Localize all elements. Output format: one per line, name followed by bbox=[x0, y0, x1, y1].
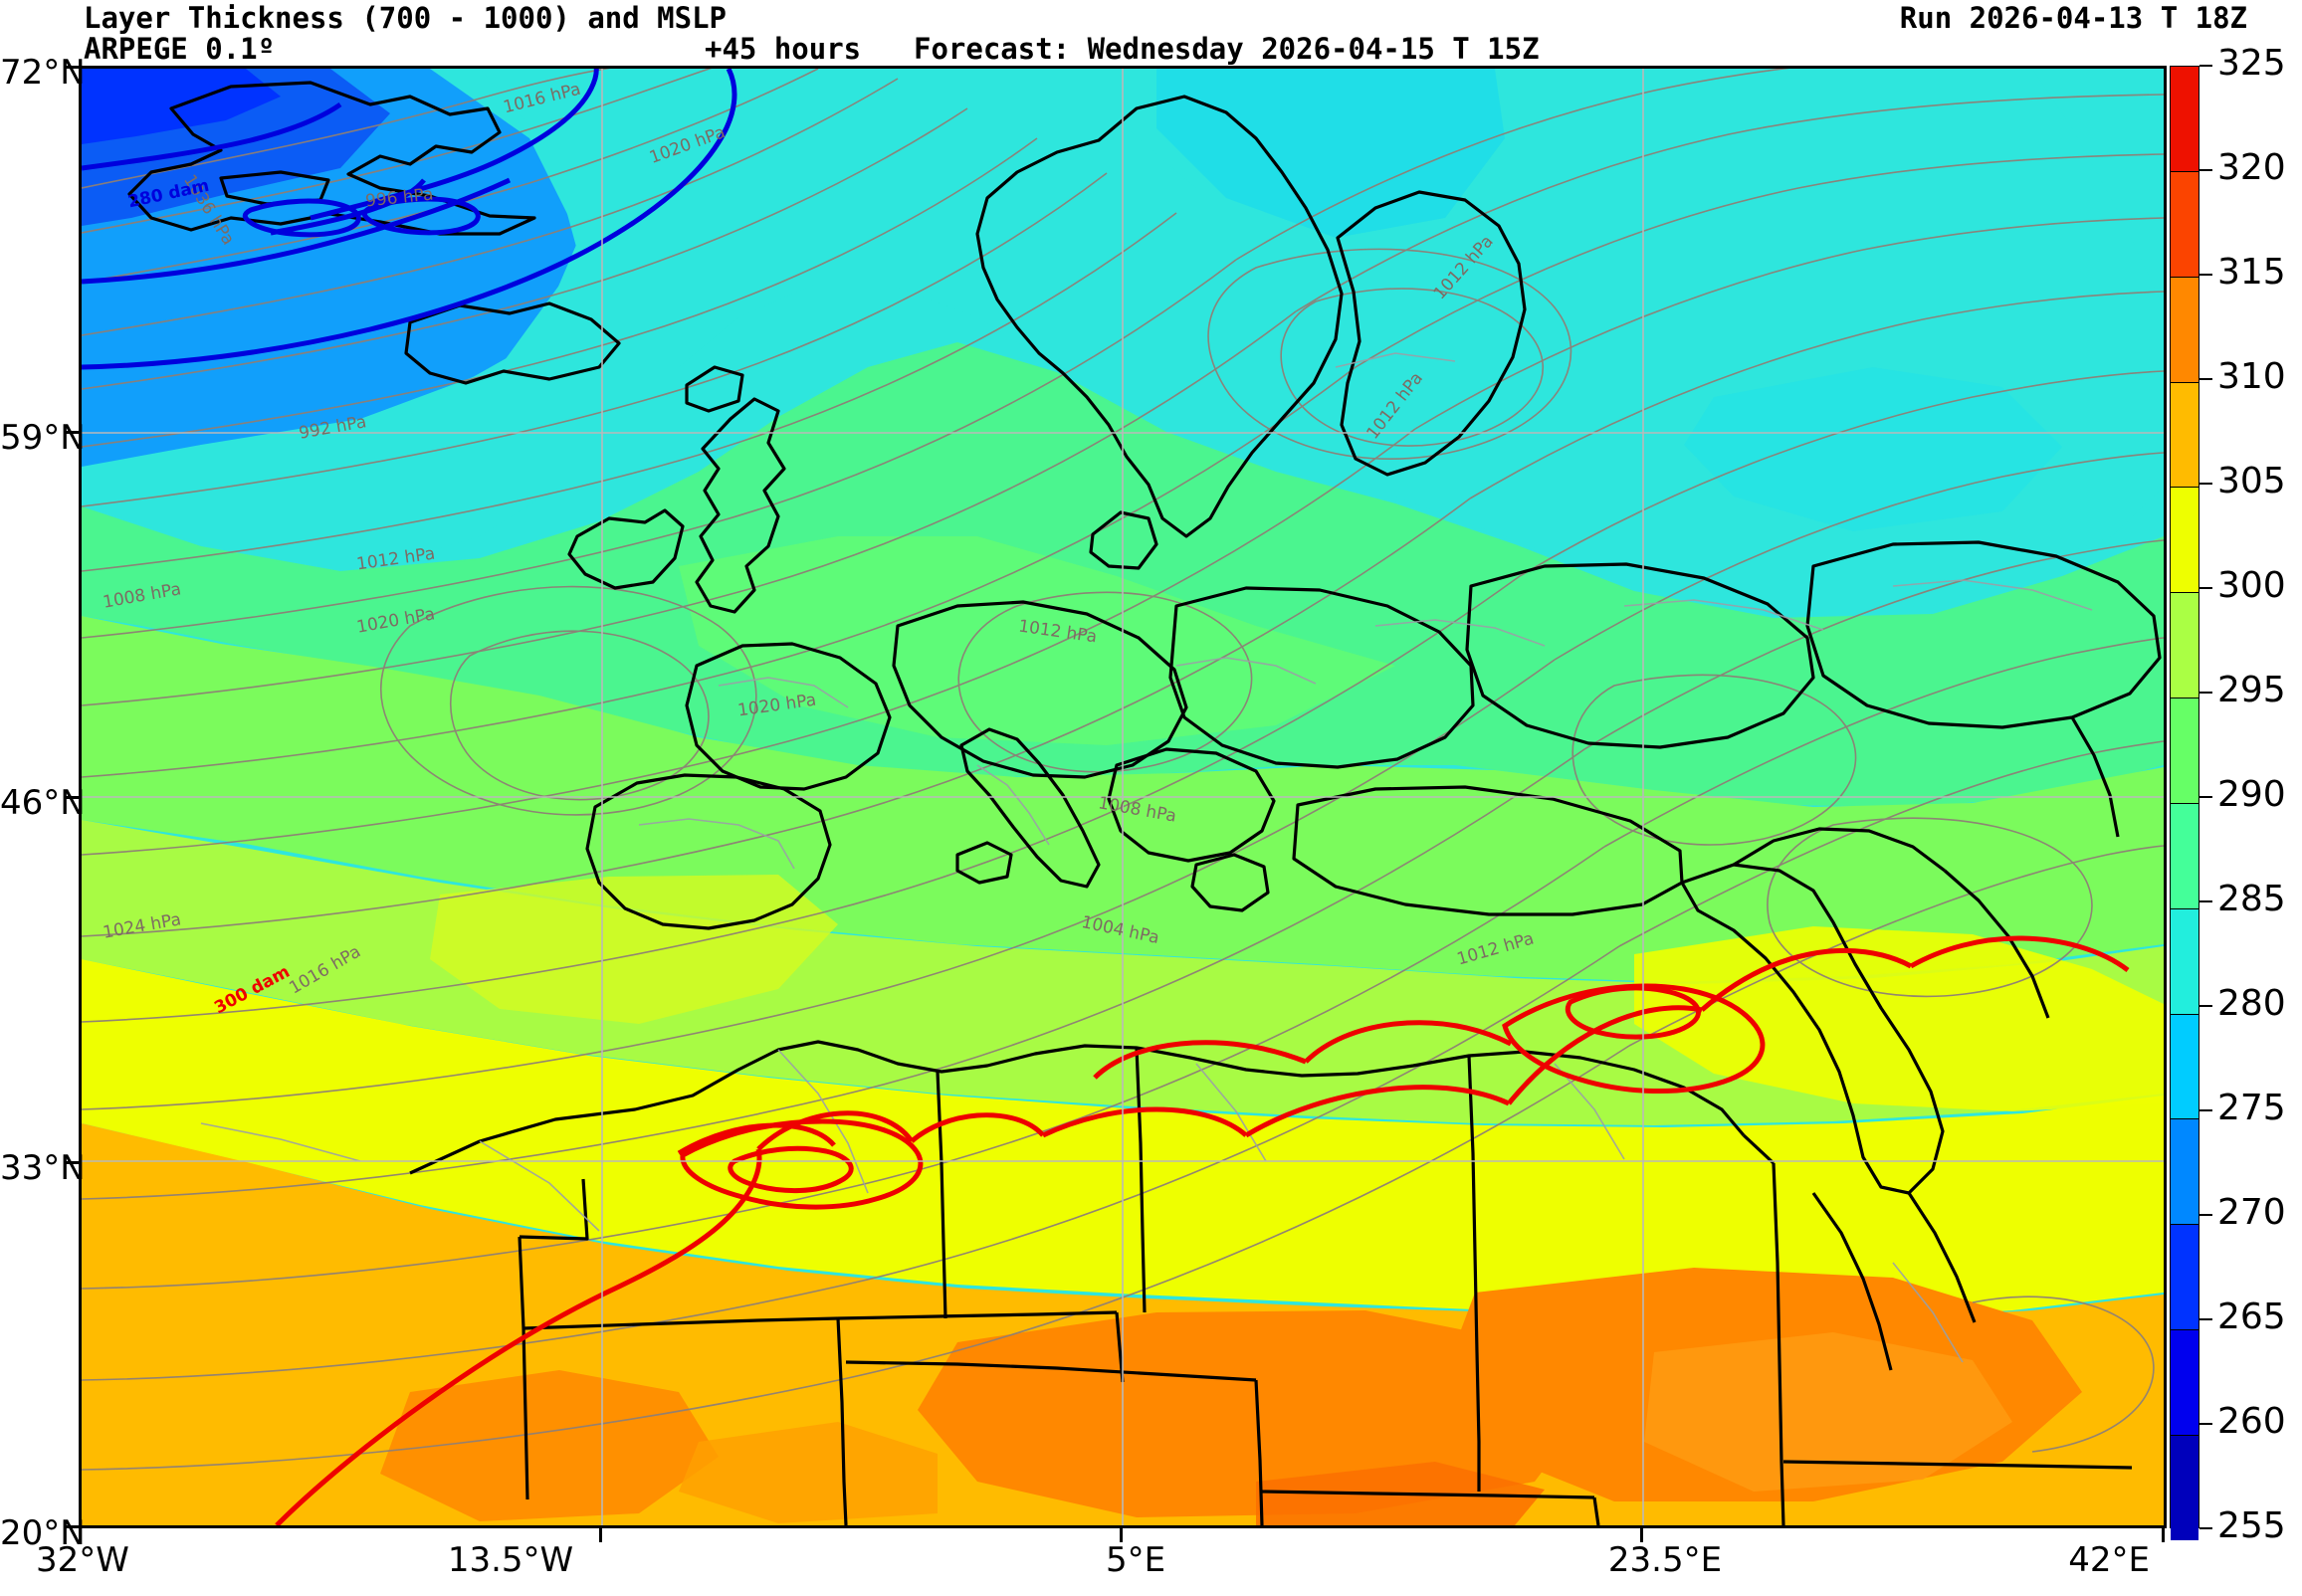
chart-header: Layer Thickness (700 - 1000) and MSLP Ru… bbox=[0, 0, 2302, 66]
colorbar-tick-label: 275 bbox=[2217, 1088, 2286, 1128]
x-tick-label: 23.5°E bbox=[1607, 1540, 1723, 1580]
lead-time-label: +45 hours bbox=[705, 32, 862, 66]
x-tick-mark bbox=[2162, 1528, 2165, 1542]
y-tick-label: 33°N bbox=[0, 1148, 86, 1188]
colorbar-segment bbox=[2171, 276, 2198, 382]
map-plot-area[interactable]: 1036 hPa 1016 hPa 1020 hPa 996 hPa 992 h… bbox=[79, 66, 2167, 1528]
x-tick-mark bbox=[1120, 1528, 1123, 1542]
colorbar-segment bbox=[2171, 698, 2198, 803]
x-tick-mark bbox=[1640, 1528, 1643, 1542]
colorbar-segment bbox=[2171, 67, 2198, 171]
colorbar-segment bbox=[2171, 1434, 2198, 1540]
colorbar-segment bbox=[2171, 170, 2198, 277]
colorbar-tick-label: 320 bbox=[2217, 147, 2286, 188]
y-tick-label: 59°N bbox=[0, 418, 86, 458]
colorbar-tick-mark bbox=[2199, 169, 2212, 171]
colorbar-segment bbox=[2171, 381, 2198, 488]
colorbar-tick-mark bbox=[2199, 796, 2212, 798]
colorbar-tick-label: 280 bbox=[2217, 983, 2286, 1024]
colorbar-tick-label: 295 bbox=[2217, 670, 2286, 710]
y-tick-mark bbox=[66, 796, 80, 799]
colorbar-segment bbox=[2171, 592, 2198, 698]
y-tick-label: 46°N bbox=[0, 783, 86, 823]
colorbar-tick-label: 300 bbox=[2217, 565, 2286, 606]
y-tick-mark bbox=[66, 1525, 80, 1528]
colorbar-tick-mark bbox=[2199, 1214, 2212, 1216]
colorbar-tick-label: 305 bbox=[2217, 461, 2286, 501]
colorbar-tick-label: 255 bbox=[2217, 1505, 2286, 1546]
x-tick-label: 32°W bbox=[36, 1540, 129, 1580]
colorbar-tick-label: 290 bbox=[2217, 774, 2286, 815]
x-tick-label: 5°E bbox=[1105, 1540, 1166, 1580]
thickness-field-layer bbox=[82, 69, 2164, 1525]
x-tick-mark bbox=[79, 1528, 82, 1542]
colorbar-tick-label: 285 bbox=[2217, 879, 2286, 919]
colorbar-tick-mark bbox=[2199, 274, 2212, 276]
colorbar-segment bbox=[2171, 1329, 2198, 1435]
colorbar-tick-mark bbox=[2199, 483, 2212, 485]
colorbar-segment bbox=[2171, 487, 2198, 593]
colorbar-tick-mark bbox=[2199, 1423, 2212, 1425]
y-tick-label: 72°N bbox=[0, 53, 86, 93]
colorbar-tick-mark bbox=[2199, 692, 2212, 694]
model-run-label: Run 2026-04-13 T 18Z bbox=[1899, 1, 2247, 35]
colorbar-tick-label: 260 bbox=[2217, 1401, 2286, 1442]
colorbar-tick-mark bbox=[2199, 1318, 2212, 1320]
model-name-label: ARPEGE 0.1º bbox=[84, 32, 276, 66]
colorbar[interactable] bbox=[2170, 66, 2199, 1540]
x-tick-label: 42°E bbox=[2068, 1540, 2150, 1580]
map-svg bbox=[82, 69, 2164, 1525]
colorbar-tick-mark bbox=[2199, 900, 2212, 902]
x-tick-label: 13.5°W bbox=[447, 1540, 574, 1580]
colorbar-tick-mark bbox=[2199, 378, 2212, 380]
page-title: Layer Thickness (700 - 1000) and MSLP bbox=[84, 1, 728, 35]
colorbar-segment bbox=[2171, 1224, 2198, 1330]
colorbar-tick-mark bbox=[2199, 65, 2212, 67]
header-line-2: ARPEGE 0.1º +45 hours Forecast: Wednesda… bbox=[0, 33, 2302, 66]
header-line-1: Layer Thickness (700 - 1000) and MSLP Ru… bbox=[0, 2, 2302, 35]
colorbar-tick-label: 315 bbox=[2217, 252, 2286, 293]
y-tick-mark bbox=[66, 66, 80, 69]
colorbar-tick-mark bbox=[2199, 1005, 2212, 1007]
colorbar-tick-label: 270 bbox=[2217, 1192, 2286, 1233]
colorbar-tick-mark bbox=[2199, 1527, 2212, 1529]
y-tick-mark bbox=[66, 1161, 80, 1164]
colorbar-segment bbox=[2171, 1013, 2198, 1119]
colorbar-tick-mark bbox=[2199, 1109, 2212, 1111]
y-tick-mark bbox=[66, 431, 80, 434]
colorbar-tick-label: 310 bbox=[2217, 356, 2286, 397]
colorbar-tick-mark bbox=[2199, 587, 2212, 589]
colorbar-segment bbox=[2171, 802, 2198, 908]
colorbar-segment bbox=[2171, 907, 2198, 1014]
colorbar-segment bbox=[2171, 1118, 2198, 1225]
x-tick-mark bbox=[599, 1528, 602, 1542]
colorbar-tick-label: 265 bbox=[2217, 1297, 2286, 1337]
forecast-valid-label: Forecast: Wednesday 2026-04-15 T 15Z bbox=[914, 32, 1540, 66]
colorbar-tick-label: 325 bbox=[2217, 43, 2286, 84]
